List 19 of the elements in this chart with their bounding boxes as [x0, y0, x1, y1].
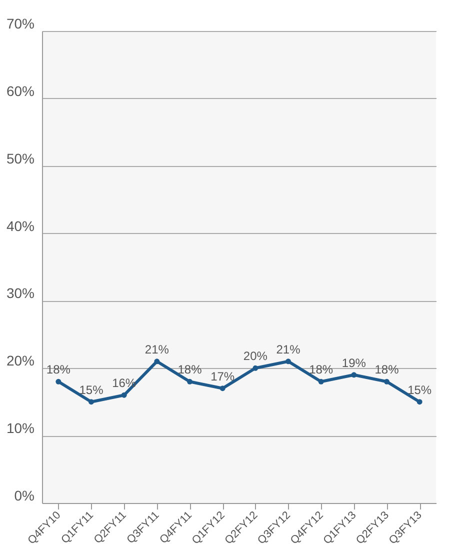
y-tick-label: 20% [6, 352, 34, 369]
y-tick-label: 60% [6, 82, 34, 99]
data-label: 15% [79, 382, 104, 397]
data-label: 21% [144, 342, 170, 356]
y-tick-label: 50% [6, 150, 34, 166]
y-tick-label: 40% [6, 218, 34, 234]
y-tick-label: 10% [6, 420, 34, 436]
data-label: 20% [243, 349, 268, 364]
data-label: 18% [46, 362, 71, 377]
data-label: 21% [276, 342, 301, 356]
data-label: 15% [408, 382, 432, 397]
data-label: 19% [342, 356, 366, 370]
data-label: 18% [374, 362, 400, 377]
y-tick-label: 0% [14, 488, 34, 504]
data-label: 18% [309, 362, 334, 377]
data-label: 17% [210, 369, 235, 384]
data-label: 18% [178, 362, 202, 377]
y-tick-label: 30% [6, 285, 34, 302]
y-tick-label: 70% [6, 16, 34, 32]
